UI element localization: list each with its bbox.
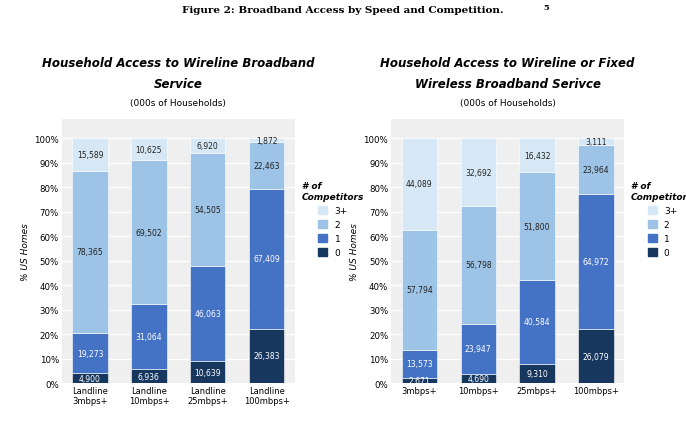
Bar [131, 305, 167, 369]
Bar [578, 139, 614, 145]
Text: Household Access to Wireline Broadband: Household Access to Wireline Broadband [42, 58, 315, 70]
Text: Figure 2: Broadband Access by Speed and Competition.: Figure 2: Broadband Access by Speed and … [182, 6, 504, 15]
Text: 4,900: 4,900 [79, 374, 101, 383]
Bar [401, 139, 437, 230]
Text: 54,505: 54,505 [194, 205, 221, 214]
Text: 13,573: 13,573 [406, 359, 433, 368]
Text: 40,584: 40,584 [524, 318, 550, 327]
Text: 32,692: 32,692 [465, 168, 491, 177]
Y-axis label: % US Homes: % US Homes [351, 222, 359, 280]
Text: Service: Service [154, 78, 203, 90]
Bar [249, 329, 285, 383]
Text: 5: 5 [543, 4, 549, 12]
Bar [249, 143, 285, 189]
Text: 56,798: 56,798 [465, 261, 491, 270]
Bar [190, 139, 226, 153]
Bar [519, 364, 555, 383]
Bar [578, 145, 614, 195]
Text: 51,800: 51,800 [524, 222, 550, 231]
Text: 57,794: 57,794 [406, 285, 433, 294]
Bar [401, 378, 437, 383]
Bar [401, 230, 437, 350]
Text: Household Access to Wireline or Fixed: Household Access to Wireline or Fixed [381, 58, 635, 70]
Bar [249, 189, 285, 329]
Text: 15,589: 15,589 [77, 150, 104, 159]
Bar [72, 334, 108, 373]
Legend: 3+, 2, 1, 0: 3+, 2, 1, 0 [631, 182, 686, 257]
Bar [578, 195, 614, 329]
Text: 3,111: 3,111 [585, 138, 606, 147]
Bar [519, 139, 555, 173]
Text: 23,947: 23,947 [465, 344, 491, 354]
Bar [190, 266, 226, 361]
Text: 26,383: 26,383 [253, 351, 280, 360]
Text: 23,964: 23,964 [582, 166, 609, 175]
Text: 22,463: 22,463 [253, 161, 280, 170]
Text: 16,432: 16,432 [524, 151, 550, 160]
Bar [519, 173, 555, 280]
Legend: 3+, 2, 1, 0: 3+, 2, 1, 0 [302, 182, 364, 257]
Text: 64,972: 64,972 [582, 258, 609, 267]
Bar [131, 369, 167, 383]
Text: (000s of Households): (000s of Households) [130, 98, 226, 107]
Bar [131, 161, 167, 305]
Bar [131, 139, 167, 161]
Text: 10,625: 10,625 [136, 145, 162, 154]
Text: 19,273: 19,273 [77, 349, 104, 358]
Text: 9,310: 9,310 [526, 369, 548, 378]
Text: 1,872: 1,872 [256, 136, 277, 145]
Text: (000s of Households): (000s of Households) [460, 98, 556, 107]
Y-axis label: % US Homes: % US Homes [21, 222, 30, 280]
Text: 26,079: 26,079 [582, 352, 609, 361]
Bar [460, 374, 496, 383]
Text: 6,936: 6,936 [138, 372, 160, 381]
Bar [72, 139, 108, 171]
Text: 44,089: 44,089 [406, 180, 433, 189]
Bar [401, 350, 437, 378]
Text: 6,920: 6,920 [197, 141, 219, 150]
Text: 31,064: 31,064 [136, 332, 162, 341]
Bar [460, 324, 496, 374]
Bar [519, 280, 555, 364]
Bar [190, 153, 226, 266]
Bar [190, 361, 226, 383]
Text: 69,502: 69,502 [136, 228, 162, 237]
Text: 78,365: 78,365 [77, 248, 104, 257]
Bar [72, 373, 108, 383]
Bar [72, 171, 108, 334]
Bar [460, 207, 496, 324]
Text: 2,671: 2,671 [408, 376, 430, 385]
Text: 4,690: 4,690 [467, 374, 489, 383]
Bar [249, 139, 285, 143]
Text: 46,063: 46,063 [194, 309, 221, 318]
Bar [578, 329, 614, 383]
Text: 10,639: 10,639 [195, 368, 221, 377]
Bar [460, 139, 496, 207]
Text: Wireless Broadband Serivce: Wireless Broadband Serivce [414, 78, 601, 90]
Text: Figure 2: Broadband Access by Speed and Competition.  5: Figure 2: Broadband Access by Speed and … [175, 6, 511, 15]
Text: 67,409: 67,409 [253, 254, 280, 264]
